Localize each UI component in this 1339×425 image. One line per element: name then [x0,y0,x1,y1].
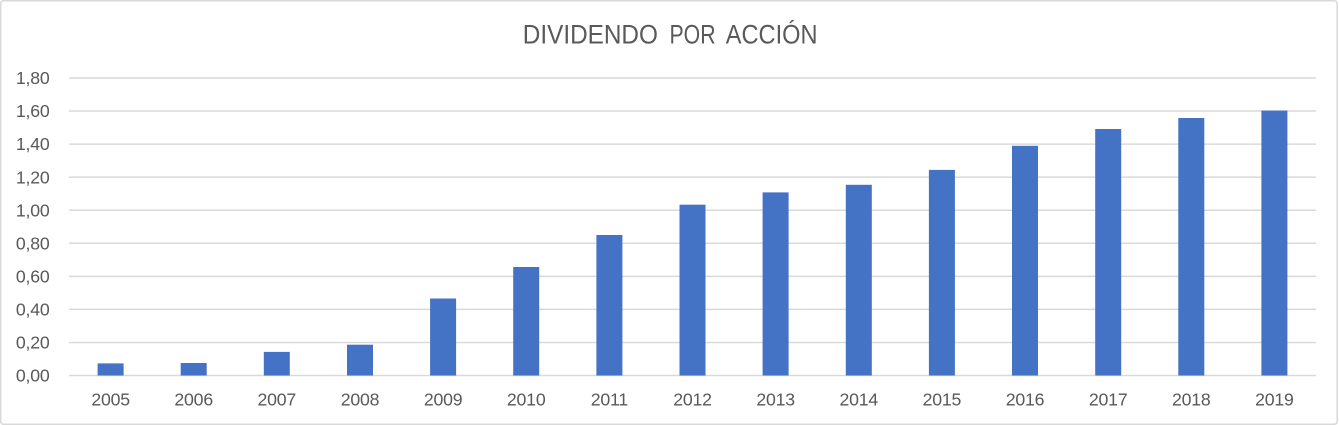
svg-text:0,20: 0,20 [16,333,50,353]
svg-text:DIVIDENDO: DIVIDENDO [523,20,658,49]
svg-text:0,60: 0,60 [16,266,50,286]
svg-text:ACCIÓN: ACCIÓN [726,19,818,50]
svg-text:1,00: 1,00 [16,200,50,220]
svg-text:2017: 2017 [1089,390,1128,410]
svg-text:2011: 2011 [591,390,628,410]
svg-text:2005: 2005 [91,390,130,410]
svg-text:POR: POR [670,20,716,50]
svg-text:0,80: 0,80 [16,233,50,253]
svg-text:2006: 2006 [174,390,213,410]
svg-text:0,40: 0,40 [16,300,50,320]
svg-text:2014: 2014 [840,390,879,410]
svg-text:2016: 2016 [1006,390,1045,410]
svg-text:1,60: 1,60 [16,101,50,121]
svg-text:1,20: 1,20 [16,167,50,187]
svg-text:2018: 2018 [1172,390,1211,410]
svg-text:2015: 2015 [923,390,962,410]
svg-text:2019: 2019 [1255,390,1294,410]
svg-text:1,40: 1,40 [16,134,50,154]
svg-text:0,00: 0,00 [16,366,50,386]
svg-text:2008: 2008 [341,390,380,410]
svg-text:2010: 2010 [507,390,546,410]
svg-text:1,80: 1,80 [16,68,50,88]
svg-text:2009: 2009 [424,390,463,410]
svg-text:2013: 2013 [756,390,795,410]
svg-text:2012: 2012 [673,390,712,410]
svg-text:2007: 2007 [258,390,297,410]
